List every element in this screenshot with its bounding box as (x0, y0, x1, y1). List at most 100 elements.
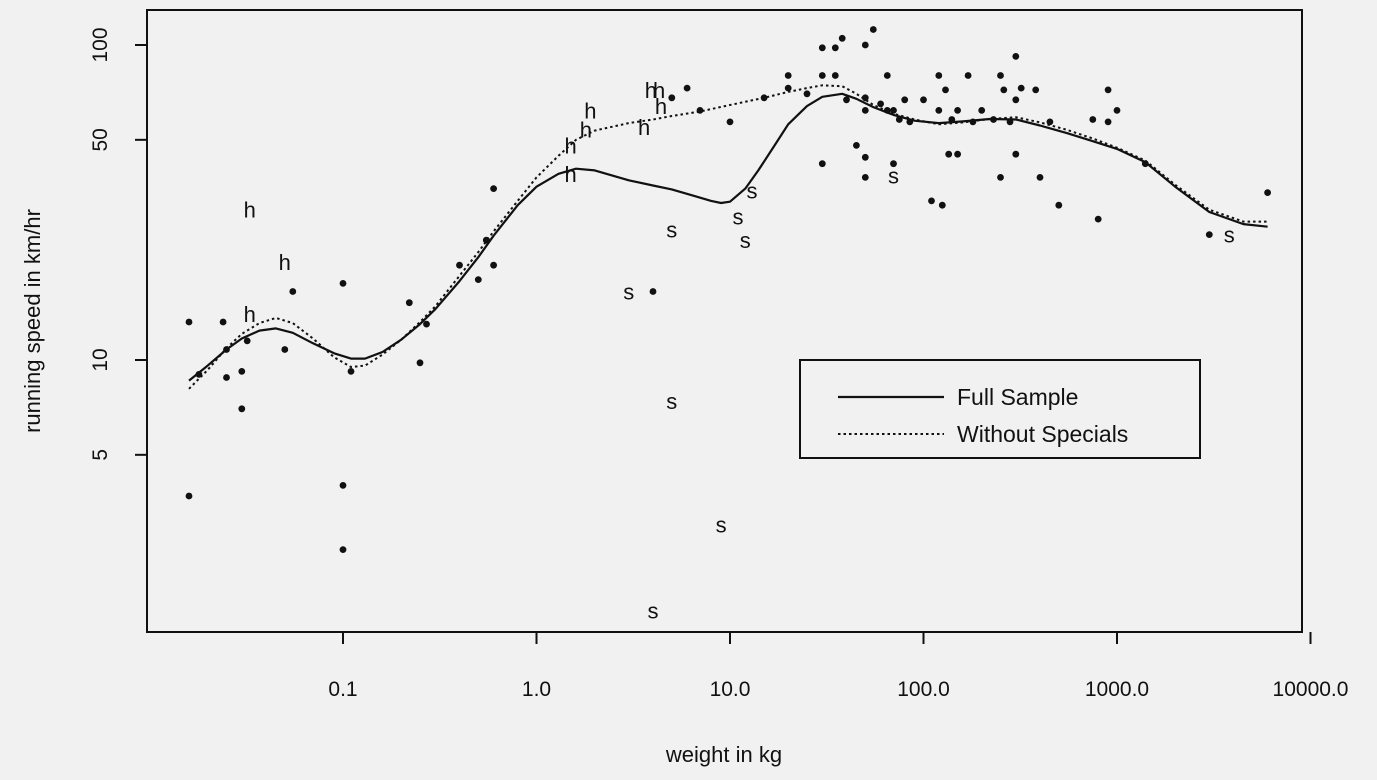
y-tick-label: 10 (89, 348, 112, 371)
x-tick-label: 10.0 (710, 678, 751, 701)
x-tick-label: 10000.0 (1273, 678, 1349, 701)
data-point (883, 72, 891, 79)
data-point (935, 107, 943, 114)
marker-point-h: h (655, 94, 667, 119)
data-point (877, 100, 884, 108)
data-point (890, 107, 897, 114)
data-point (1012, 53, 1020, 60)
data-point (405, 299, 413, 307)
data-point (482, 236, 490, 244)
data-point (997, 72, 1004, 79)
y-tick-label: 5 (89, 449, 112, 461)
data-point (942, 86, 949, 94)
plot-area-frame (146, 9, 1303, 633)
marker-point-h: h (244, 198, 256, 223)
data-point (1036, 174, 1044, 181)
data-point (818, 72, 826, 79)
marker-point-s: s (1224, 223, 1235, 248)
data-point (1055, 201, 1063, 209)
marker-point-h: h (653, 78, 665, 103)
x-axis: 0.1 1.0 10.0 100.0 1000.0 10000.0 (328, 632, 1348, 701)
data-point (938, 201, 946, 209)
data-point (861, 41, 869, 49)
data-point (490, 185, 497, 193)
data-point (683, 84, 691, 92)
marker-point-s: s (747, 179, 758, 204)
x-axis-label: weight in kg (665, 742, 782, 767)
marker-point-h: h (580, 117, 592, 142)
data-point (668, 94, 676, 102)
data-point (649, 288, 657, 295)
data-point (1113, 107, 1121, 114)
data-point (990, 116, 997, 123)
marker-point-h: h (584, 98, 596, 123)
data-point (1017, 84, 1025, 92)
legend-label-full-sample: Full Sample (957, 384, 1078, 410)
data-point (920, 96, 927, 104)
data-point (964, 72, 972, 79)
data-point (281, 346, 289, 353)
data-point (416, 359, 424, 367)
data-point (490, 261, 497, 269)
series-line-without-specials (188, 84, 1268, 390)
data-point (1141, 160, 1149, 168)
data-point (1104, 86, 1112, 94)
data-point (784, 84, 792, 92)
data-point (726, 118, 734, 126)
data-point (195, 371, 203, 378)
data-point (243, 337, 251, 345)
data-point (843, 96, 850, 104)
marker-point-s: s (623, 280, 634, 305)
x-tick-label: 0.1 (328, 678, 357, 701)
series-line-full-sample (188, 92, 1268, 382)
x-tick-label: 100.0 (897, 678, 950, 701)
legend-box (799, 359, 1201, 459)
legend-label-without-specials: Without Specials (957, 421, 1128, 447)
data-point (945, 150, 953, 158)
data-point (861, 94, 869, 102)
data-point (1264, 189, 1271, 197)
data-point (803, 90, 811, 98)
data-point (831, 72, 839, 79)
data-point (954, 107, 961, 114)
data-point (1046, 118, 1054, 126)
marker-point-h: h (638, 115, 650, 140)
marker-point-h: h (279, 250, 291, 275)
data-point (948, 116, 956, 123)
data-point (869, 26, 877, 33)
marker-point-s: s (716, 513, 727, 538)
data-point (423, 320, 430, 328)
data-point (339, 546, 347, 553)
points-layer (185, 26, 1271, 553)
marker-point-s: s (666, 389, 677, 414)
data-point (223, 374, 230, 381)
data-point (289, 288, 297, 295)
y-axis: 5 10 50 100 (89, 27, 147, 461)
data-point (339, 280, 347, 287)
data-point (861, 153, 869, 161)
marker-point-s: s (888, 164, 899, 189)
data-point (853, 142, 860, 149)
data-point (954, 150, 961, 158)
data-point (238, 405, 246, 413)
y-tick-label: 50 (89, 128, 112, 151)
data-point (347, 368, 355, 375)
data-point (890, 160, 897, 168)
data-point (928, 197, 935, 205)
data-point (1012, 96, 1020, 104)
x-tick-label: 1.0 (522, 678, 551, 701)
data-point (838, 34, 846, 42)
data-point (831, 44, 839, 52)
data-point (474, 276, 482, 283)
marker-point-s: s (733, 205, 744, 230)
data-point (1205, 231, 1213, 239)
data-point (219, 318, 227, 326)
data-point (1104, 118, 1112, 126)
data-point (238, 368, 246, 375)
data-point (883, 107, 891, 114)
marker-point-h: h (244, 302, 256, 327)
marker-point-h: h (564, 133, 576, 158)
data-point (818, 44, 826, 52)
